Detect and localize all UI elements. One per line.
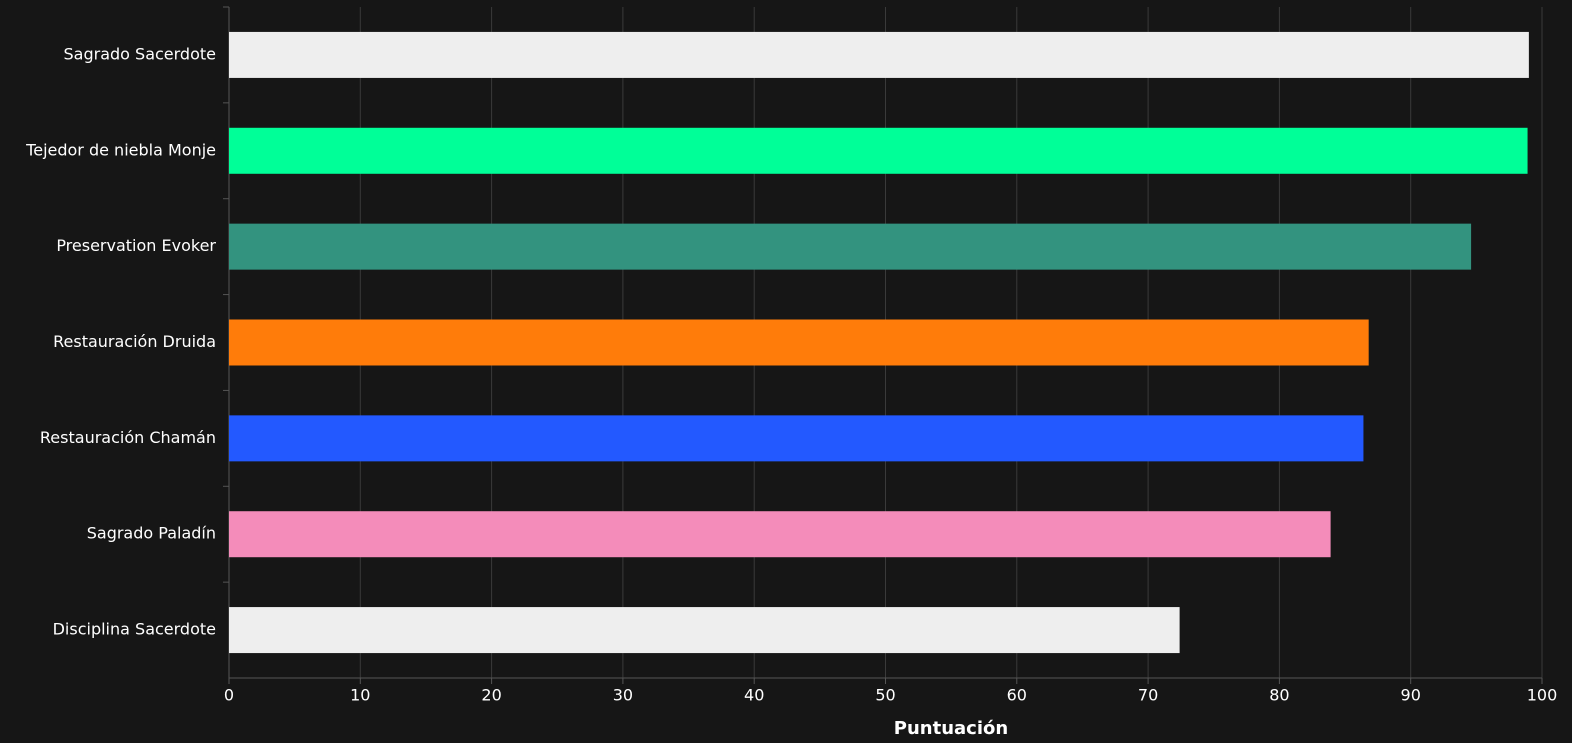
y-tick-label: Restauración Chamán (40, 428, 216, 447)
bar (229, 607, 1180, 654)
y-tick-label: Disciplina Sacerdote (53, 620, 216, 639)
bar (229, 127, 1528, 174)
y-tick-label: Sagrado Paladín (87, 524, 216, 543)
bar (229, 223, 1472, 270)
x-tick-label: 90 (1401, 686, 1421, 705)
x-tick-label: 70 (1138, 686, 1158, 705)
bar (229, 511, 1331, 558)
y-tick-label: Tejedor de niebla Monje (25, 140, 216, 159)
y-tick-label: Restauración Druida (53, 332, 216, 351)
bar (229, 319, 1369, 366)
x-tick-label: 60 (1007, 686, 1027, 705)
x-tick-label: 100 (1527, 686, 1558, 705)
x-tick-label: 0 (224, 686, 234, 705)
x-tick-label: 50 (875, 686, 895, 705)
x-tick-label: 80 (1269, 686, 1289, 705)
bar (229, 31, 1529, 78)
y-tick-label: Sagrado Sacerdote (64, 44, 217, 63)
x-tick-label: 40 (744, 686, 764, 705)
bar (229, 415, 1364, 462)
y-tick-label: Preservation Evoker (56, 236, 216, 255)
x-tick-label: 20 (481, 686, 501, 705)
x-tick-label: 30 (613, 686, 633, 705)
x-tick-label: 10 (350, 686, 370, 705)
x-axis-label: Puntuación (894, 718, 1008, 739)
